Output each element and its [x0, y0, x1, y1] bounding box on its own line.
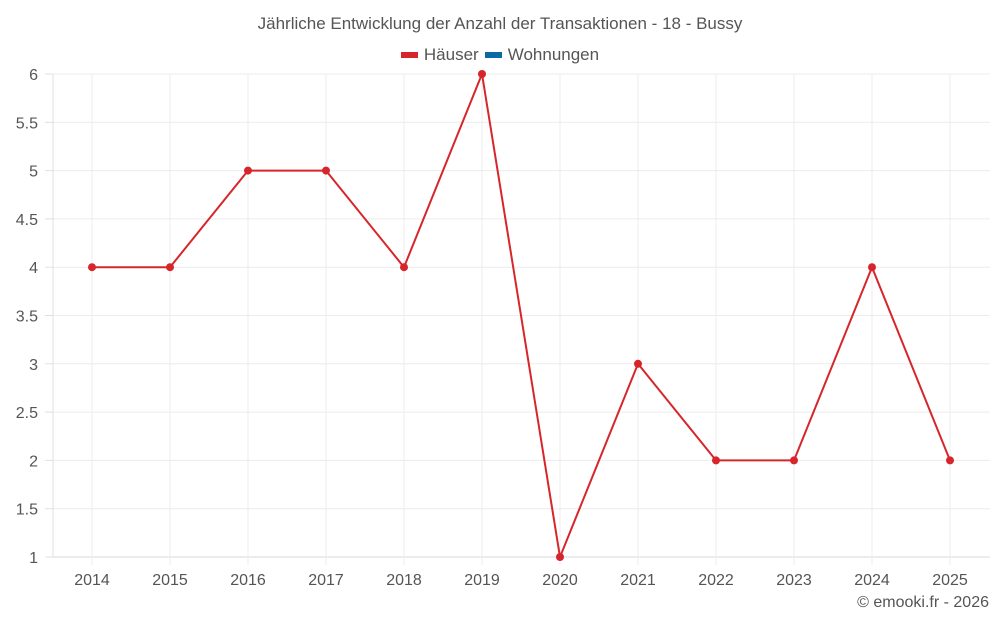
x-tick-label: 2021 — [620, 572, 656, 589]
data-point — [556, 553, 564, 561]
data-point — [712, 456, 720, 465]
y-tick-label: 3 — [29, 357, 38, 374]
data-point — [322, 166, 330, 175]
x-tick-label: 2015 — [152, 572, 188, 589]
x-tick-label: 2025 — [932, 572, 968, 589]
data-point — [400, 263, 408, 272]
y-tick-label: 6 — [29, 67, 38, 84]
data-point — [166, 263, 174, 272]
data-point — [478, 70, 486, 78]
x-tick-label: 2022 — [698, 572, 734, 589]
x-tick-label: 2019 — [464, 572, 500, 589]
y-tick-label: 5 — [29, 164, 38, 181]
x-tick-label: 2017 — [308, 572, 344, 589]
chart-title: Jährliche Entwicklung der Anzahl der Tra… — [257, 14, 743, 33]
data-point — [88, 263, 96, 272]
data-point — [790, 456, 798, 465]
x-tick-label: 2020 — [542, 572, 578, 589]
y-tick-label: 4.5 — [16, 212, 38, 229]
y-tick-label: 3.5 — [16, 309, 38, 326]
x-tick-label: 2024 — [854, 572, 890, 589]
data-point — [946, 456, 954, 465]
data-point — [634, 359, 642, 368]
legend: Häuser Wohnungen — [0, 45, 1000, 65]
credit-footer: © emooki.fr - 2026 — [857, 594, 989, 611]
data-point — [244, 166, 252, 175]
x-tick-label: 2018 — [386, 572, 422, 589]
legend-label-wohnungen: Wohnungen — [507, 45, 600, 64]
x-tick-label: 2023 — [776, 572, 812, 589]
series-line — [92, 73, 951, 558]
x-tick-label: 2016 — [230, 572, 266, 589]
y-tick-label: 2 — [29, 453, 38, 470]
y-tick-label: 2.5 — [16, 405, 38, 422]
legend-label-haeuser: Häuser — [423, 45, 479, 64]
y-tick-label: 1.5 — [16, 502, 38, 519]
legend-item-haeuser[interactable]: Häuser — [400, 45, 479, 65]
data-point — [868, 263, 876, 272]
legend-swatch-haeuser — [400, 52, 418, 58]
y-tick-label: 1 — [29, 550, 38, 567]
legend-swatch-wohnungen — [484, 52, 502, 58]
legend-item-wohnungen[interactable]: Wohnungen — [484, 45, 600, 65]
x-tick-label: 2014 — [74, 572, 110, 589]
y-tick-label: 4 — [29, 260, 38, 277]
y-tick-label: 5.5 — [16, 115, 38, 132]
